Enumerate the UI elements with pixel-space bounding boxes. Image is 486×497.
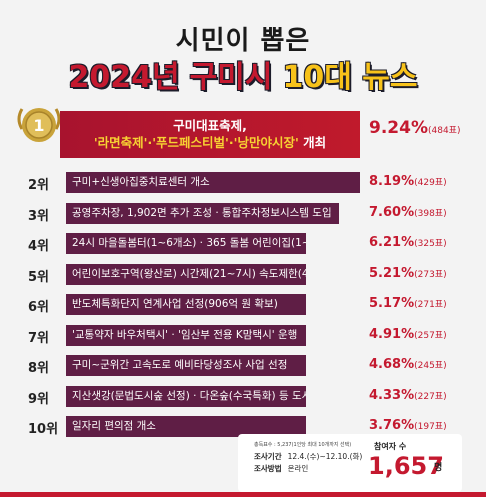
news-bar: 공영주차장, 1,902면 추가 조성 · 통합주차정보시스템 도입 bbox=[66, 202, 339, 224]
pct-votes: (429표) bbox=[414, 178, 447, 188]
survey-period-label: 조사기간 bbox=[254, 452, 282, 461]
news-pct: 7.60%(398표) bbox=[369, 205, 447, 220]
news-pct: 5.17%(271표) bbox=[369, 296, 447, 311]
top-news-box: 구미대표축제, '라면축제'·'푸드페스티벌'·'낭만야시장' 개최 bbox=[60, 111, 360, 158]
title-line2: 2024년 구미시 10대 뉴스 bbox=[0, 52, 486, 96]
pct-votes: (227표) bbox=[414, 391, 447, 402]
ranking-row: 8위 구미~군위간 고속도로 예비타당성조사 사업 선정 4.68%(245표) bbox=[0, 355, 486, 379]
pct-votes: (245표) bbox=[414, 361, 447, 371]
pct-value: 4.91% bbox=[369, 326, 415, 342]
top-news-pct: 9.24%(484표) bbox=[369, 118, 460, 138]
respondents-label: 참여자 수 bbox=[374, 442, 407, 451]
news-bar: 일자리 편의점 개소 bbox=[66, 416, 306, 437]
ranking-row: 4위 24시 마을돌봄터(1~6개소) · 365 돌봄 어린이집(1~4개소) … bbox=[0, 233, 486, 257]
survey-info-box: 총득표수 : 5,237(1인당 최대 10개까지 선택) 조사기간 12.4.(… bbox=[238, 434, 462, 492]
rank-label: 6위 bbox=[28, 300, 50, 315]
rank-label: 9위 bbox=[28, 391, 50, 407]
respondents-unit: 명 bbox=[434, 463, 443, 473]
top-news-line1: 구미대표축제, bbox=[173, 118, 247, 133]
news-pct: 5.21%(273표) bbox=[369, 266, 447, 281]
news-pct: 4.33%(227표) bbox=[369, 388, 447, 403]
ranking-row: 5위 어린이보호구역(왕산로) 시간제(21~7시) 속도제한(40→50㎞) 도… bbox=[0, 263, 486, 288]
rank-label: 7위 bbox=[28, 330, 50, 346]
pct-value: 3.76% bbox=[369, 418, 415, 433]
news-bar: 반도체특화단지 연계사업 선정(906억 원 확보) bbox=[66, 294, 306, 315]
pct-votes: (398표) bbox=[414, 208, 447, 219]
title-line1: 시민이 뽑은 bbox=[175, 26, 311, 56]
title-highlight: 10대 뉴스 bbox=[282, 60, 418, 95]
pct-value: 6.21% bbox=[369, 235, 415, 250]
survey-period-value: 12.4.(수)~12.10.(화) bbox=[287, 452, 363, 461]
total-votes-note: 총득표수 : 5,237(1인당 최대 10개까지 선택) bbox=[254, 442, 352, 448]
ranking-row: 7위 '교통약자 바우처택시' · '임산부 전용 K맘택시' 운행 4.91%(2… bbox=[0, 324, 486, 349]
survey-method: 조사방법 온라인 bbox=[254, 463, 308, 474]
rank-label: 3위 bbox=[28, 208, 50, 224]
pct-votes: (325표) bbox=[414, 239, 447, 249]
gold-medal-icon: 1 bbox=[17, 108, 61, 142]
top-news-suffix: 개최 bbox=[303, 135, 327, 150]
pct-value: 5.21% bbox=[369, 265, 415, 281]
medal-rank: 1 bbox=[33, 116, 44, 135]
ranking-row: 6위 반도체특화단지 연계사업 선정(906억 원 확보) 5.17%(271표) bbox=[0, 294, 486, 318]
bottom-accent-band bbox=[0, 492, 486, 497]
news-bar: 24시 마을돌봄터(1~6개소) · 365 돌봄 어린이집(1~4개소) 확대 bbox=[66, 233, 306, 254]
pct-value: 5.17% bbox=[369, 296, 415, 311]
title-year: 2024년 bbox=[68, 60, 180, 95]
top-pct-votes: (484표) bbox=[427, 126, 461, 136]
ranking-row: 9위 지산샛강(문법도시숲 선정) · 다온숲(수국특화) 등 도시공원 재단장 4… bbox=[0, 385, 486, 410]
rank-label: 8위 bbox=[28, 361, 50, 376]
news-pct: 6.21%(325표) bbox=[369, 235, 447, 250]
pct-votes: (197표) bbox=[414, 422, 447, 432]
survey-method-label: 조사방법 bbox=[254, 464, 282, 473]
top-news-line2: '라면축제'·'푸드페스티벌'·'낭만야시장' 개최 bbox=[60, 134, 360, 151]
pct-value: 7.60% bbox=[369, 204, 415, 220]
top-news-festivals: '라면축제'·'푸드페스티벌'·'낭만야시장' bbox=[93, 135, 299, 150]
news-pct: 4.68%(245표) bbox=[369, 357, 447, 372]
ranking-row: 3위 공영주차장, 1,902면 추가 조성 · 통합주차정보시스템 도입 7.60… bbox=[0, 202, 486, 227]
rank-label: 5위 bbox=[28, 269, 50, 285]
title-city: 구미시 bbox=[189, 60, 273, 95]
news-pct: 3.76%(197표) bbox=[369, 418, 447, 433]
news-pct: 4.91%(257표) bbox=[369, 327, 447, 342]
pct-value: 8.19% bbox=[369, 174, 415, 189]
ranking-row: 10위 일자리 편의점 개소 3.76%(197표) bbox=[0, 416, 486, 440]
pct-votes: (271표) bbox=[414, 300, 447, 310]
survey-period: 조사기간 12.4.(수)~12.10.(화) bbox=[254, 451, 362, 462]
rank-label: 2위 bbox=[28, 178, 50, 193]
pct-value: 4.33% bbox=[369, 387, 415, 403]
news-bar: 구미~군위간 고속도로 예비타당성조사 사업 선정 bbox=[66, 355, 306, 376]
pct-votes: (257표) bbox=[414, 330, 447, 341]
ranking-row: 2위 구미+신생아집중치료센터 개소 8.19%(429표) bbox=[0, 172, 486, 196]
news-bar: 구미+신생아집중치료센터 개소 bbox=[66, 172, 360, 193]
news-bar: '교통약자 바우처택시' · '임산부 전용 K맘택시' 운행 bbox=[66, 324, 306, 346]
survey-method-value: 온라인 bbox=[287, 464, 309, 473]
news-pct: 8.19%(429표) bbox=[369, 174, 447, 189]
news-bar: 어린이보호구역(왕산로) 시간제(21~7시) 속도제한(40→50㎞) 도입 bbox=[66, 263, 306, 285]
rank-label: 4위 bbox=[28, 239, 50, 254]
top-pct-value: 9.24% bbox=[369, 118, 428, 138]
pct-value: 4.68% bbox=[369, 357, 415, 372]
respondents-count: 1,657 bbox=[368, 452, 444, 480]
news-bar: 지산샛강(문법도시숲 선정) · 다온숲(수국특화) 등 도시공원 재단장 bbox=[66, 385, 306, 407]
pct-votes: (273표) bbox=[414, 269, 447, 280]
rank-label: 10위 bbox=[28, 422, 59, 437]
